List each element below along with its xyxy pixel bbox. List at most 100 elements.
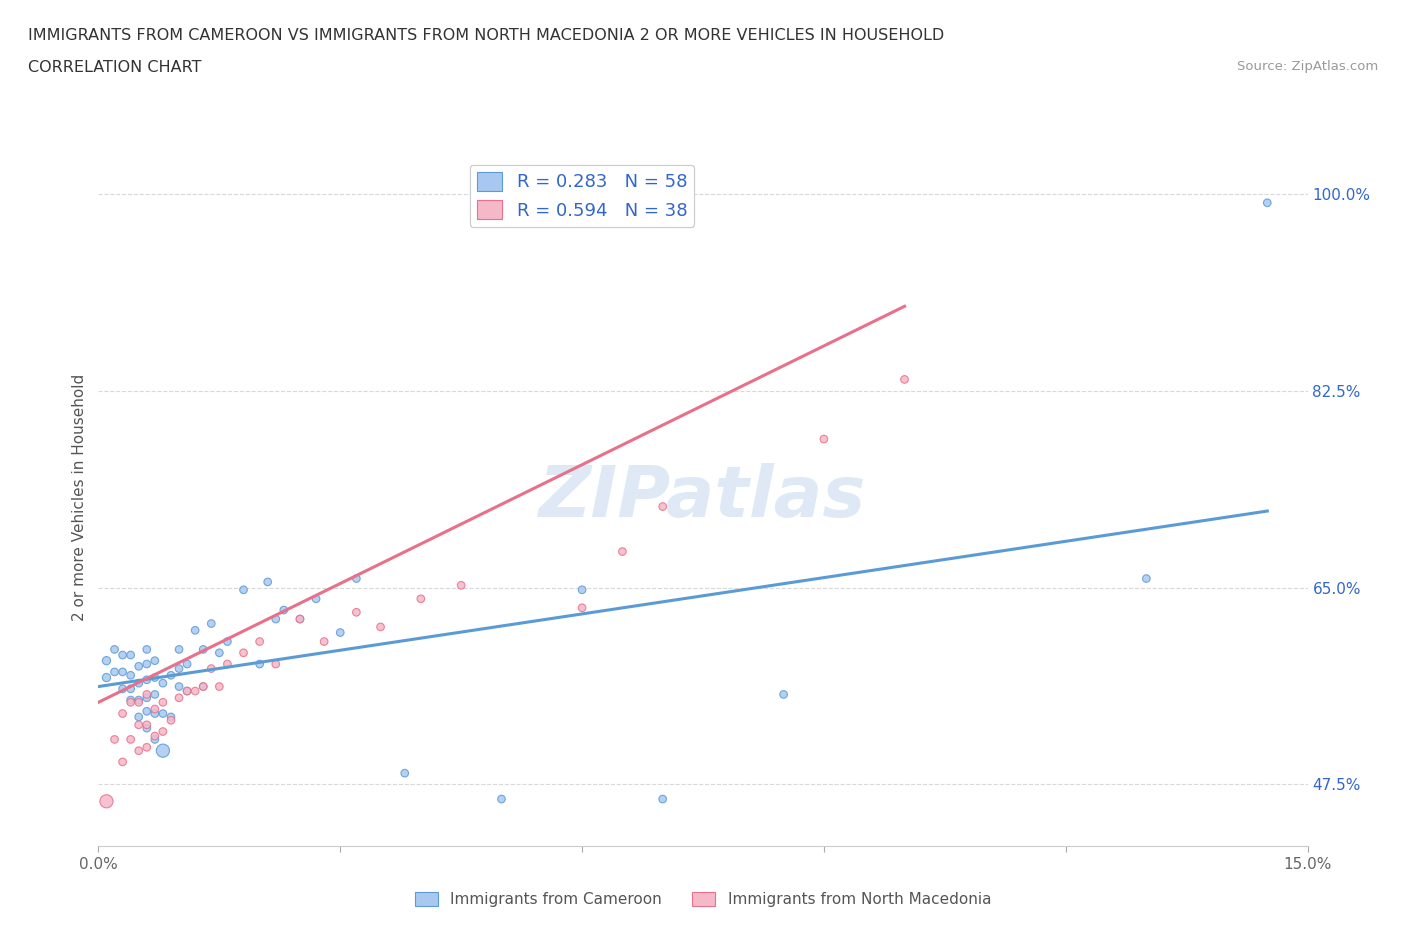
Point — [103, 732, 125, 747]
Point — [184, 623, 207, 638]
Point — [329, 625, 352, 640]
Point — [176, 684, 198, 698]
Point — [167, 679, 190, 694]
Point — [128, 676, 150, 691]
Point — [1135, 571, 1157, 586]
Point — [772, 687, 794, 702]
Point — [103, 665, 125, 680]
Point — [193, 679, 215, 694]
Point — [128, 717, 150, 732]
Point — [651, 791, 673, 806]
Point — [571, 601, 593, 616]
Point — [249, 634, 271, 649]
Point — [208, 679, 231, 694]
Point — [152, 724, 174, 739]
Point — [370, 619, 392, 634]
Point — [232, 645, 254, 660]
Point — [135, 704, 157, 719]
Point — [217, 634, 239, 649]
Point — [128, 743, 150, 758]
Point — [152, 706, 174, 721]
Point — [394, 765, 416, 780]
Point — [344, 604, 367, 619]
Point — [893, 372, 915, 387]
Point — [143, 728, 166, 743]
Point — [120, 693, 142, 708]
Point — [143, 732, 166, 747]
Point — [193, 642, 215, 657]
Point — [264, 657, 287, 671]
Point — [167, 661, 190, 676]
Point — [273, 603, 295, 618]
Point — [612, 544, 634, 559]
Point — [135, 717, 157, 732]
Point — [135, 657, 157, 671]
Point — [160, 710, 183, 724]
Point — [491, 791, 513, 806]
Point — [120, 732, 142, 747]
Point — [256, 575, 278, 590]
Point — [96, 671, 118, 685]
Point — [96, 794, 118, 809]
Point — [571, 582, 593, 597]
Point — [143, 701, 166, 716]
Point — [305, 591, 328, 606]
Point — [314, 634, 336, 649]
Point — [135, 721, 157, 736]
Point — [249, 657, 271, 671]
Point — [111, 682, 134, 697]
Point — [143, 671, 166, 685]
Point — [344, 571, 367, 586]
Point — [143, 687, 166, 702]
Point — [120, 682, 142, 697]
Point — [128, 710, 150, 724]
Point — [135, 687, 157, 702]
Text: IMMIGRANTS FROM CAMEROON VS IMMIGRANTS FROM NORTH MACEDONIA 2 OR MORE VEHICLES I: IMMIGRANTS FROM CAMEROON VS IMMIGRANTS F… — [28, 28, 945, 43]
Point — [167, 690, 190, 705]
Point — [288, 612, 311, 627]
Point — [135, 690, 157, 705]
Point — [111, 706, 134, 721]
Y-axis label: 2 or more Vehicles in Household: 2 or more Vehicles in Household — [72, 374, 87, 621]
Point — [232, 582, 254, 597]
Point — [103, 642, 125, 657]
Point — [200, 661, 222, 676]
Point — [264, 612, 287, 627]
Text: ZIPatlas: ZIPatlas — [540, 463, 866, 532]
Point — [120, 647, 142, 662]
Point — [143, 653, 166, 668]
Point — [152, 676, 174, 691]
Point — [152, 743, 174, 758]
Point — [135, 740, 157, 755]
Text: Source: ZipAtlas.com: Source: ZipAtlas.com — [1237, 60, 1378, 73]
Legend: Immigrants from Cameroon, Immigrants from North Macedonia: Immigrants from Cameroon, Immigrants fro… — [409, 885, 997, 913]
Point — [1256, 195, 1278, 210]
Legend: R = 0.283   N = 58, R = 0.594   N = 38: R = 0.283 N = 58, R = 0.594 N = 38 — [470, 165, 695, 227]
Point — [128, 693, 150, 708]
Point — [288, 612, 311, 627]
Point — [176, 684, 198, 698]
Point — [128, 658, 150, 673]
Point — [111, 754, 134, 769]
Text: CORRELATION CHART: CORRELATION CHART — [28, 60, 201, 75]
Point — [120, 668, 142, 683]
Point — [96, 653, 118, 668]
Point — [176, 657, 198, 671]
Point — [111, 665, 134, 680]
Point — [184, 684, 207, 698]
Point — [135, 642, 157, 657]
Point — [135, 672, 157, 687]
Point — [167, 642, 190, 657]
Point — [111, 647, 134, 662]
Point — [200, 616, 222, 631]
Point — [160, 668, 183, 683]
Point — [128, 695, 150, 710]
Point — [208, 645, 231, 660]
Point — [217, 657, 239, 671]
Point — [120, 695, 142, 710]
Point — [409, 591, 432, 606]
Point — [651, 499, 673, 514]
Point — [813, 432, 835, 446]
Point — [450, 578, 472, 592]
Point — [193, 679, 215, 694]
